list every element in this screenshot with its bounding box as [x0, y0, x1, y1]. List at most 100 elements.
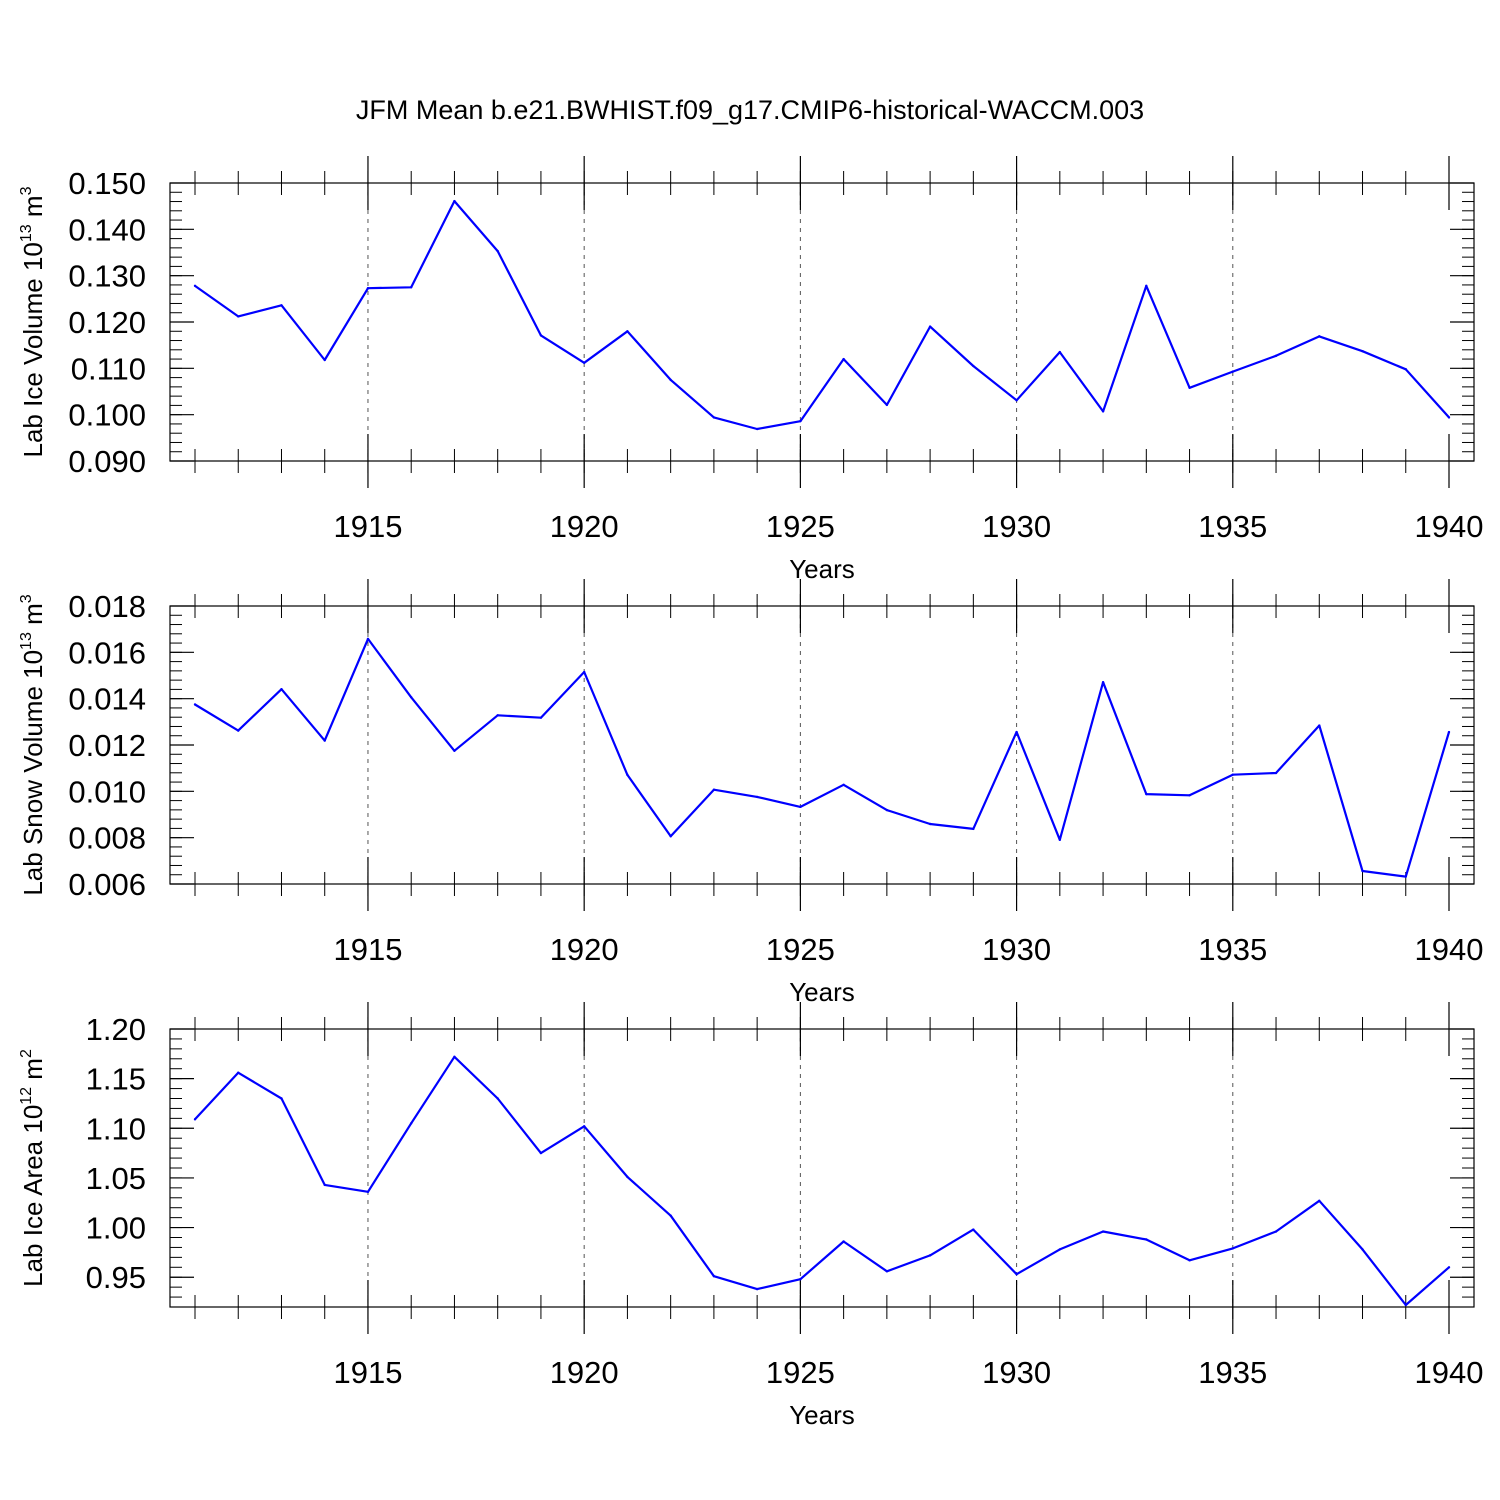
panel-1: 0.090 0.100 0.110 0.120 0.130 0.140 0.150 1915 1…: [18, 156, 1483, 584]
x-tick-label: 1915: [333, 932, 402, 967]
x-tick-label: 1920: [550, 932, 619, 967]
data-point: [885, 403, 889, 407]
data-point: [323, 358, 326, 362]
y-tick-label: 0.008: [68, 821, 146, 856]
x-tick-label: 1920: [550, 509, 619, 544]
y-axis-label: Lab Snow Volume 1013 m3: [18, 594, 48, 895]
data-point: [237, 1071, 240, 1074]
data-point: [928, 325, 932, 328]
data-point: [626, 1175, 629, 1179]
data-point: [280, 304, 283, 307]
chart-title: JFM Mean b.e21.BWHIST.f09_g17.CMIP6-hist…: [356, 95, 1144, 125]
y-tick-label: 0.016: [68, 635, 146, 670]
y-tick-label: 0.130: [68, 259, 146, 294]
x-tick-label: 1930: [982, 509, 1051, 544]
x-tick-label: 1925: [766, 509, 835, 544]
data-point: [323, 1183, 326, 1187]
data-point: [1058, 1248, 1062, 1251]
data-point: [1231, 370, 1234, 373]
data-point: [280, 1097, 283, 1100]
data-point: [1361, 869, 1364, 873]
data-point: [1404, 1303, 1407, 1307]
x-tick-label: 1940: [1415, 932, 1484, 967]
data-point: [1101, 1230, 1105, 1233]
data-point: [885, 1270, 889, 1273]
data-point: [928, 1254, 932, 1257]
data-point: [582, 670, 586, 674]
x-tick-label: 1915: [333, 1355, 402, 1390]
y-axis-label-exponent: 13: [18, 224, 35, 242]
panel-3: 0.95 1.00 1.05 1.10 1.15 1.20 1915 1920 1925 1930…: [18, 1002, 1483, 1430]
data-point: [193, 284, 197, 288]
data-point: [1188, 794, 1191, 797]
data-point: [496, 249, 499, 253]
data-point: [842, 357, 845, 361]
y-tick-label: 0.012: [68, 728, 146, 763]
y-tick-label: 0.014: [68, 682, 146, 717]
data-point: [1101, 410, 1105, 413]
data-point: [755, 1287, 759, 1291]
data-point: [842, 783, 845, 787]
data-point: [539, 1151, 543, 1155]
data-point: [1318, 335, 1321, 338]
data-point: [410, 1122, 413, 1125]
y-axis-label: Lab Ice Volume 1013 m3: [18, 186, 48, 457]
x-tick-label: 1930: [982, 932, 1051, 967]
x-tick-label: 1940: [1415, 1355, 1484, 1390]
data-point: [712, 416, 716, 419]
y-tick-label: 0.090: [68, 444, 146, 479]
data-point: [237, 315, 240, 318]
data-point: [1447, 1266, 1451, 1269]
y-tick-label: 0.006: [68, 867, 146, 902]
data-point: [280, 687, 283, 691]
x-tick-label: 1915: [333, 509, 402, 544]
data-point: [1274, 771, 1278, 775]
data-point: [1274, 1230, 1278, 1233]
y-axis-label-unit: m: [18, 603, 48, 632]
x-axis-label: Years: [789, 1400, 855, 1430]
y-axis-label-unit-exponent: 2: [18, 1049, 35, 1058]
data-point: [1015, 399, 1018, 402]
data-point: [712, 788, 716, 791]
y-axis-label-name: Lab Ice Area 10: [18, 1105, 48, 1287]
data-point: [1361, 1248, 1364, 1251]
data-point: [1058, 838, 1062, 841]
plot-frame: [169, 182, 1475, 462]
data-point: [1447, 730, 1451, 734]
y-tick-label: 0.120: [68, 305, 146, 340]
x-axis-label: Years: [789, 554, 855, 584]
data-series-line: [194, 637, 1451, 878]
data-point: [1145, 792, 1148, 796]
data-point: [410, 696, 413, 699]
data-point: [626, 330, 629, 333]
data-point: [1404, 368, 1407, 371]
data-point: [972, 827, 975, 831]
panel-2: 0.006 0.008 0.010 0.012 0.014 0.016 0.018 1915 1…: [18, 579, 1483, 1007]
y-tick-label: 1.10: [86, 1111, 146, 1146]
data-point: [1145, 1238, 1148, 1241]
x-tick-label: 1920: [550, 1355, 619, 1390]
data-point: [1188, 1259, 1191, 1262]
y-tick-label: 0.150: [68, 166, 146, 201]
y-axis-label-unit: m: [18, 1058, 48, 1087]
data-point: [366, 637, 370, 641]
data-point: [755, 427, 759, 431]
y-tick-label: 1.15: [86, 1062, 146, 1097]
data-point: [323, 739, 326, 742]
data-point: [237, 729, 240, 732]
data-point: [799, 1278, 802, 1281]
plot-frame: [169, 605, 1475, 885]
y-axis-label-name: Lab Snow Volume 10: [18, 650, 48, 896]
y-axis-label-exponent: 13: [18, 632, 35, 650]
x-axis-label: Years: [789, 977, 855, 1007]
x-tick-label: 1935: [1198, 1355, 1267, 1390]
data-point: [712, 1275, 716, 1278]
data-point: [1318, 1199, 1321, 1202]
y-axis-label-exponent: 12: [18, 1087, 35, 1105]
data-point: [1274, 354, 1278, 358]
data-series-line: [194, 1055, 1450, 1307]
data-point: [669, 835, 672, 838]
y-axis-label-unit: m: [18, 195, 48, 224]
data-point: [885, 808, 889, 812]
data-point: [1231, 1247, 1234, 1250]
